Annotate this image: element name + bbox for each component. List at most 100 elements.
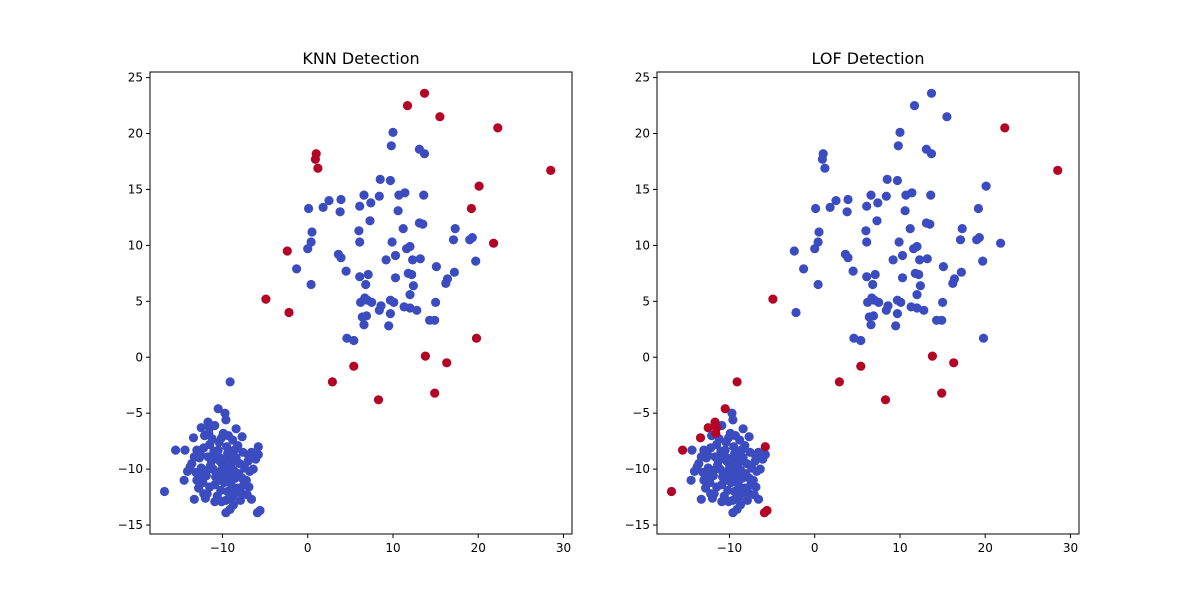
- knn-inlier-point: [407, 269, 417, 280]
- lof-inlier-point: [744, 432, 754, 442]
- knn-inlier-point: [402, 244, 412, 254]
- knn-inlier-point: [408, 281, 418, 291]
- lof-inlier-point: [926, 149, 937, 159]
- lof-y-tick-label: 5: [642, 294, 650, 308]
- knn-inlier-point: [336, 194, 346, 205]
- lof-outlier-point: [732, 377, 742, 387]
- knn-outlier-point: [402, 101, 413, 111]
- knn-inlier-point: [449, 267, 459, 277]
- lof-y-tick-label: 15: [635, 182, 650, 196]
- knn-inlier-point: [202, 465, 212, 475]
- lof-inlier-point: [728, 415, 738, 425]
- knn-inlier-point: [355, 237, 365, 247]
- lof-inlier-point: [893, 141, 903, 151]
- knn-plot-title: KNN Detection: [302, 49, 419, 68]
- knn-inlier-point: [219, 470, 229, 480]
- lof-inlier-point: [956, 267, 967, 277]
- lof-inlier-point: [882, 174, 892, 184]
- lof-x-tick-label: 0: [811, 541, 819, 555]
- lof-inlier-point: [981, 181, 991, 191]
- lof-inlier-point: [881, 305, 891, 315]
- lof-inlier-point: [843, 253, 853, 263]
- knn-inlier-point: [171, 445, 181, 455]
- lof-inlier-point: [897, 250, 908, 261]
- knn-inlier-point: [386, 141, 396, 151]
- lof-inlier-point: [926, 190, 936, 200]
- knn-inlier-point: [390, 273, 401, 283]
- knn-inlier-point: [244, 452, 254, 462]
- knn-inlier-point: [374, 191, 384, 201]
- lof-inlier-point: [891, 321, 901, 331]
- knn-inlier-point: [393, 206, 403, 216]
- lof-inlier-point: [751, 452, 761, 462]
- knn-inlier-point: [415, 254, 425, 264]
- lof-axis-ticks: −10 0 10 20 30 −15 −10 −5 0 5 10 15 20 25: [625, 71, 1078, 555]
- knn-inlier-point: [255, 505, 265, 516]
- knn-inlier-point: [361, 279, 371, 290]
- lof-inlier-point: [856, 335, 866, 346]
- lof-plot-title: LOF Detection: [812, 49, 925, 68]
- lof-outlier-point: [937, 388, 947, 398]
- knn-x-tick-label: −10: [210, 541, 235, 555]
- knn-y-tick-label: 5: [135, 294, 143, 308]
- lof-inlier-point: [720, 445, 730, 455]
- lof-inlier-point: [733, 456, 743, 466]
- lof-inlier-point: [892, 175, 903, 186]
- lof-inlier-point: [892, 309, 903, 319]
- knn-inlier-point: [419, 190, 429, 200]
- lof-inlier-point: [712, 439, 722, 450]
- lof-inlier-point: [686, 475, 696, 485]
- knn-inlier-point: [408, 255, 418, 265]
- lof-outlier-point: [949, 358, 959, 368]
- knn-inlier-point: [233, 441, 243, 451]
- lof-y-tick-label: 20: [635, 127, 650, 141]
- lof-inlier-point: [866, 320, 876, 330]
- knn-inlier-point: [253, 442, 263, 452]
- lof-inlier-point: [760, 450, 770, 460]
- lof-inlier-point: [938, 262, 949, 272]
- knn-inlier-point: [253, 450, 263, 460]
- lof-inlier-point: [744, 473, 754, 483]
- knn-inlier-point: [159, 486, 170, 497]
- lof-outlier-point: [666, 486, 677, 497]
- lof-inlier-point: [973, 203, 984, 214]
- knn-y-tick-label: −15: [118, 518, 143, 532]
- lof-inlier-point: [814, 227, 824, 237]
- lof-outlier-point: [762, 505, 772, 516]
- knn-inlier-point: [355, 201, 365, 211]
- knn-inlier-point: [388, 127, 398, 137]
- knn-inlier-point: [366, 198, 376, 208]
- lof-inlier-point: [937, 315, 947, 325]
- lof-inlier-point: [755, 464, 765, 474]
- knn-y-tick-label: −10: [118, 462, 143, 476]
- knn-inlier-point: [242, 490, 252, 500]
- knn-inlier-point: [244, 482, 254, 492]
- knn-inlier-point: [384, 321, 394, 331]
- lof-inlier-point: [843, 194, 853, 205]
- knn-inlier-point: [349, 335, 359, 346]
- lof-outlier-point: [711, 428, 721, 438]
- knn-inlier-point: [202, 489, 212, 499]
- knn-inlier-point: [335, 207, 345, 217]
- lof-inlier-point: [742, 495, 753, 505]
- knn-inlier-point: [307, 227, 317, 237]
- lof-inlier-point: [728, 508, 738, 518]
- lof-inlier-point: [894, 237, 904, 247]
- lof-inlier-point: [901, 190, 911, 200]
- knn-outlier-point: [310, 154, 320, 164]
- knn-x-tick-label: 30: [556, 541, 571, 555]
- lof-inlier-point: [942, 112, 952, 122]
- knn-outlier-point: [489, 238, 499, 248]
- knn-inlier-point: [441, 278, 451, 288]
- knn-inlier-point: [318, 202, 328, 212]
- knn-x-tick-label: 0: [304, 541, 312, 555]
- lof-y-tick-label: −10: [625, 462, 650, 476]
- lof-inlier-point: [896, 297, 906, 307]
- lof-inlier-point: [730, 431, 741, 441]
- lof-outlier-point: [678, 445, 688, 455]
- lof-inlier-point: [820, 163, 830, 173]
- lof-inlier-point: [957, 224, 967, 234]
- knn-outlier-point: [471, 333, 482, 343]
- knn-inlier-point: [231, 424, 241, 434]
- knn-outlier-point: [435, 112, 445, 122]
